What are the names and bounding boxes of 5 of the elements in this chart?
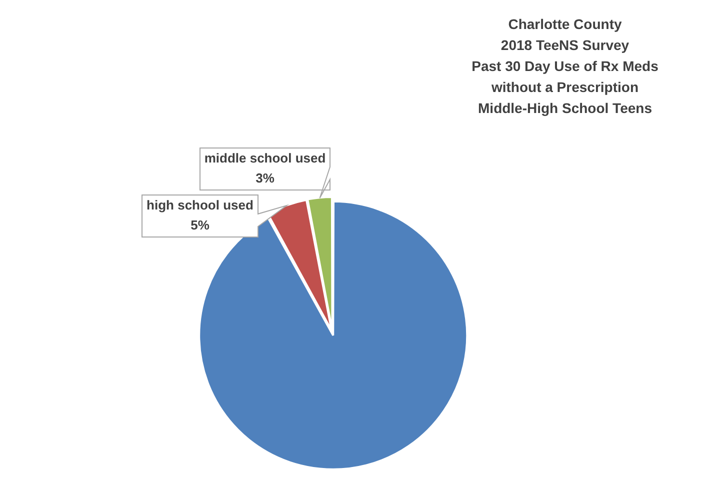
- slice-label: middle school used: [204, 150, 326, 166]
- slice-label: high school used: [146, 198, 254, 213]
- text: Charlotte County 2018 TeeNS Survey Past 30 Day Use of Rx Meds without a Prescription Middle-High School Teens: [470, 15, 660, 118]
- data-label: 5%: [190, 218, 210, 233]
- data-label: 3%: [256, 170, 275, 186]
